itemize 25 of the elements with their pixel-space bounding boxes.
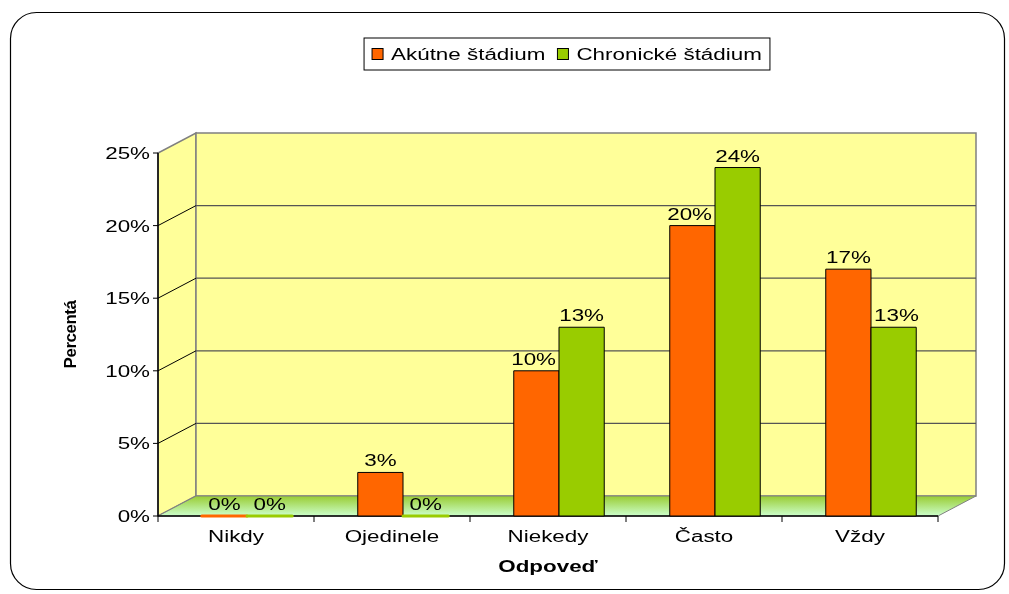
- data-label: 20%: [667, 204, 712, 223]
- x-tick-label: Vždy: [835, 527, 886, 546]
- data-label: 3%: [364, 451, 397, 470]
- x-tick-label: Ojedinele: [344, 527, 440, 546]
- y-tick-label: 10%: [105, 362, 150, 381]
- data-label: 10%: [511, 350, 556, 369]
- data-label: 13%: [559, 306, 605, 325]
- y-tick-label: 5%: [117, 434, 150, 453]
- x-tick-label: Niekedy: [507, 527, 589, 546]
- x-tick-label: Nikdy: [208, 527, 265, 546]
- y-tick-label: 20%: [105, 216, 150, 235]
- y-tick-label: 25%: [105, 144, 150, 163]
- data-label: 17%: [825, 248, 871, 267]
- x-axis-title: Odpoveď: [498, 557, 598, 576]
- data-label: 0%: [208, 495, 241, 514]
- data-label: 24%: [715, 146, 761, 165]
- y-tick-label: 0%: [117, 507, 150, 526]
- data-label: 0%: [253, 495, 286, 514]
- legend-label: Akútne štádium: [391, 45, 546, 64]
- y-axis-title: Percentá: [61, 299, 80, 369]
- y-tick-label: 15%: [105, 289, 150, 308]
- legend-label: Chronické štádium: [576, 45, 762, 64]
- data-label: 13%: [874, 306, 919, 325]
- data-label: 0%: [409, 495, 442, 514]
- x-tick-label: Často: [674, 527, 734, 546]
